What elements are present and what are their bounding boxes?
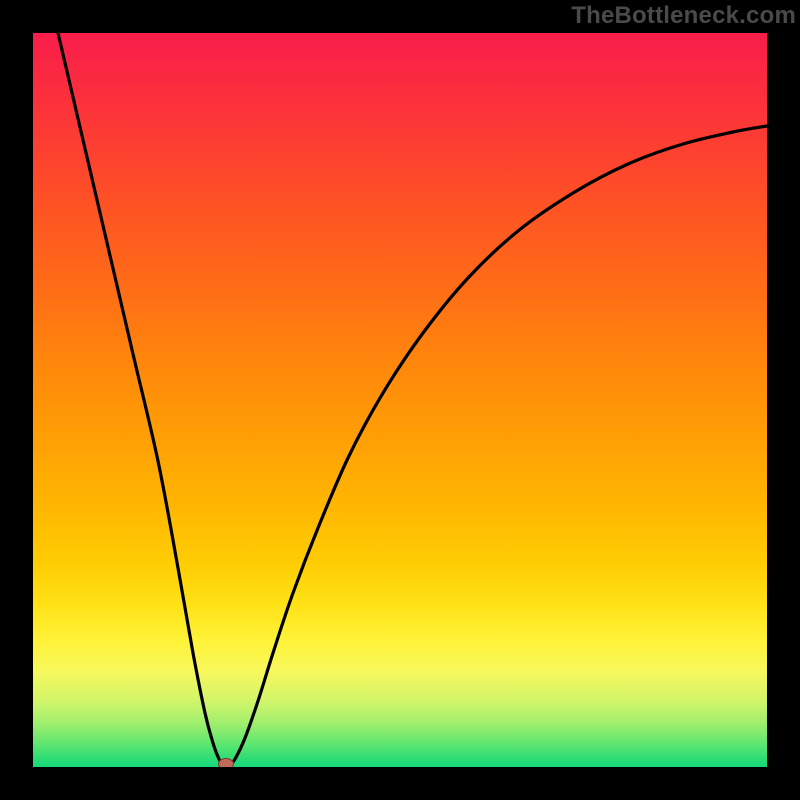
watermark-text: TheBottleneck.com <box>571 0 800 30</box>
border-left <box>0 0 33 800</box>
minimum-marker <box>218 758 234 767</box>
plot-area <box>33 33 767 767</box>
bottleneck-curve <box>33 33 767 767</box>
border-bottom <box>0 767 800 800</box>
border-right <box>767 0 800 800</box>
